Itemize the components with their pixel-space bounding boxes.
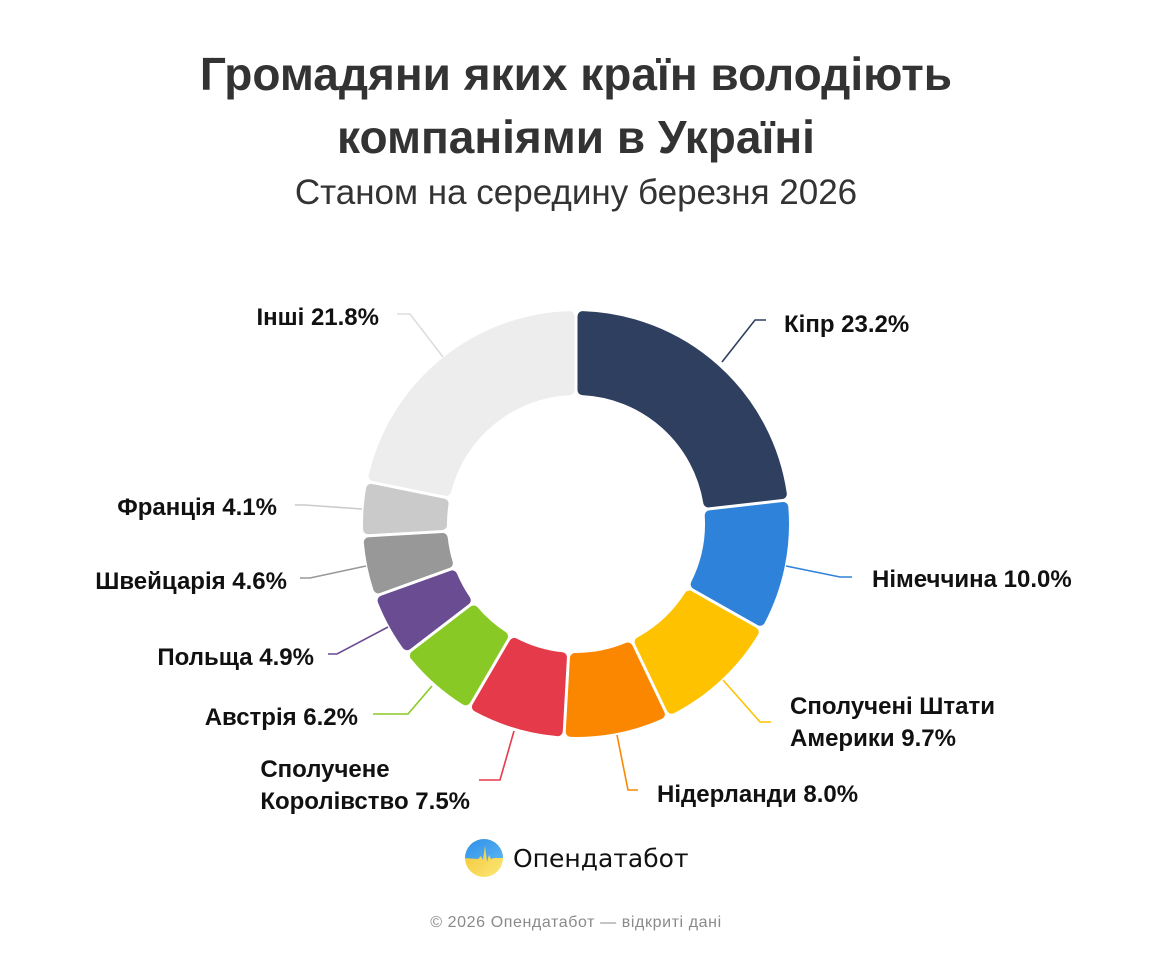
label-others: Інші 21.8% [256, 302, 379, 334]
label-text: Нідерланди 8.0% [657, 781, 859, 808]
label-switzerland: Швейцарія 4.6% [95, 566, 287, 598]
label-text: Німеччина 10.0% [872, 566, 1072, 593]
donut-segment [577, 311, 787, 508]
leader-line [295, 504, 363, 510]
label-text: Польща 4.9% [157, 644, 314, 671]
label-austria: Австрія 6.2% [205, 702, 358, 734]
chart-subtitle: Станом на середину березня 2026 [294, 173, 858, 212]
donut-segments [363, 311, 789, 737]
donut-segment [471, 637, 567, 737]
label-text: Франція 4.1% [117, 494, 277, 521]
opendatabot-logo-icon [465, 839, 503, 877]
label-uk: Сполучене Королівство 7.5% [260, 754, 470, 818]
leader-line [328, 626, 389, 655]
brand-name: Опендатабот [513, 843, 689, 873]
donut-segment [363, 483, 449, 535]
label-cyprus: Кіпр 23.2% [784, 309, 909, 341]
label-text: Америки 9.7% [790, 725, 956, 752]
donut-segment [363, 533, 453, 594]
donut-segment [377, 570, 471, 651]
donut-segment [565, 642, 665, 737]
label-netherlands: Нідерланди 8.0% [657, 779, 858, 811]
leader-line [721, 319, 766, 363]
leader-line [616, 734, 638, 791]
leader-line [373, 685, 433, 715]
label-text: Інші 21.8% [256, 304, 379, 331]
label-text: Королівство 7.5% [260, 788, 470, 815]
label-usa: Сполучені Штати Америки 9.7% [790, 691, 995, 755]
leader-line [722, 679, 771, 723]
leader-line [397, 313, 444, 358]
leader-line [479, 730, 515, 781]
donut-segment [690, 501, 789, 626]
chart-title-line-2: компаніями в Україні [337, 111, 815, 163]
leader-line [300, 565, 367, 579]
label-france: Франція 4.1% [117, 492, 277, 524]
label-poland: Польща 4.9% [157, 642, 314, 674]
donut-segment [409, 605, 508, 706]
label-germany: Німеччина 10.0% [872, 564, 1072, 596]
label-text: Сполучені Штати [790, 693, 996, 720]
donut-segment [368, 311, 575, 496]
label-text: Австрія 6.2% [204, 704, 358, 731]
footer-copyright: © 2026 Опендатабот — відкриті дані [430, 914, 722, 931]
label-text: Кіпр 23.2% [784, 311, 910, 338]
donut-segment [634, 590, 759, 714]
leader-line [785, 565, 852, 578]
label-text: Сполучене [260, 756, 390, 783]
chart-title-line-1: Громадяни яких країн володіють [199, 48, 953, 100]
leader-lines [295, 313, 852, 791]
label-text: Швейцарія 4.6% [95, 568, 287, 595]
brand: Опендатабот [464, 838, 689, 878]
